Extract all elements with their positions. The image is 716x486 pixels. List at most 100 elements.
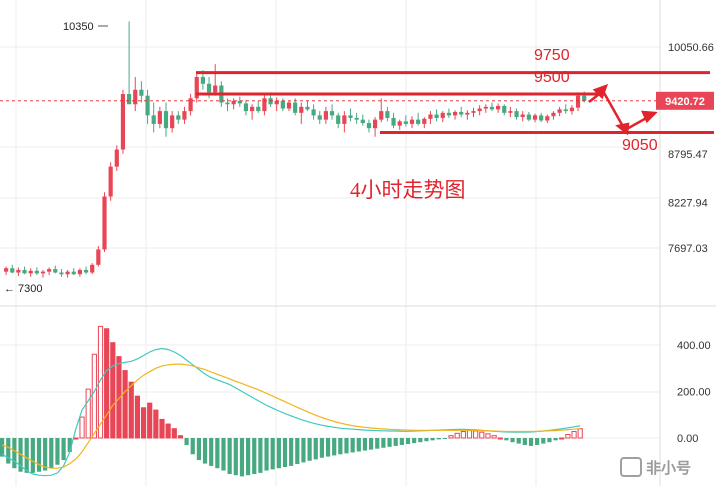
macd-bar [473, 430, 479, 439]
candle [336, 112, 341, 129]
candle [563, 104, 568, 114]
macd-bar [43, 438, 48, 471]
macd-bar [571, 430, 577, 439]
candle [90, 263, 95, 275]
macd-bar [528, 438, 534, 446]
candle [459, 106, 464, 118]
macd-bar [547, 438, 552, 443]
macd-bar [541, 438, 546, 444]
candle [489, 102, 495, 112]
macd-bar [338, 438, 343, 455]
candle [323, 106, 328, 124]
candle [213, 64, 218, 96]
watermark-text: 非小号 [646, 459, 691, 477]
macd-bar [215, 438, 220, 469]
high-label: 10350 [63, 21, 94, 33]
macd-bar [134, 395, 141, 439]
candle [551, 111, 556, 120]
candle [557, 106, 562, 117]
candle [471, 107, 476, 118]
candle [545, 114, 550, 124]
macd-bar [67, 438, 72, 452]
macd-bar [454, 432, 460, 439]
macd-bar [522, 438, 527, 445]
macd-bar [177, 435, 184, 439]
price-tick-label: 7697.03 [668, 243, 708, 255]
macd-bar [424, 438, 429, 442]
macd-bar [233, 438, 238, 476]
candle [317, 111, 322, 124]
candle [47, 267, 52, 276]
macd-bar [36, 438, 42, 472]
candle [416, 112, 421, 126]
macd-bar [30, 438, 35, 473]
candle [28, 268, 33, 277]
candle [96, 246, 101, 267]
candle [526, 111, 531, 122]
macd-bar [79, 416, 85, 439]
macd-bar [252, 438, 257, 475]
macd-bar [516, 438, 521, 444]
candle [231, 98, 236, 110]
macd-histogram [0, 325, 583, 477]
macd-bar [6, 438, 11, 464]
candle [59, 269, 64, 277]
candle [157, 106, 162, 129]
candle [366, 119, 372, 133]
candle [71, 268, 76, 276]
candle [508, 106, 513, 118]
macd-bar [122, 370, 128, 439]
candle [243, 100, 249, 116]
current-price-badge [656, 91, 714, 110]
macd-bar [381, 438, 386, 448]
price-tick-label: 10050.66 [668, 42, 714, 54]
macd-bar [436, 438, 441, 440]
horizontal-gridlines [0, 46, 660, 439]
macd-bar [313, 438, 318, 460]
candle [120, 89, 126, 154]
macd-bar [442, 438, 447, 439]
candle [10, 264, 15, 274]
macd-tick-label: 400.00 [677, 340, 711, 352]
macd-bar [276, 438, 281, 469]
macd-bar [301, 438, 306, 463]
candle [274, 97, 279, 112]
candle [194, 72, 199, 103]
macd-bar [375, 438, 380, 449]
candle [250, 104, 255, 120]
macd-bar [479, 431, 485, 439]
macd-bar [104, 328, 110, 439]
macd-bar [559, 437, 565, 440]
candle [299, 102, 304, 124]
macd-bar [209, 438, 214, 466]
candle [280, 98, 285, 112]
candle [139, 81, 144, 103]
macd-bar [356, 438, 361, 452]
macd-bar [196, 438, 201, 461]
candle [483, 104, 488, 113]
macd-bar [85, 388, 91, 439]
macd-bar [393, 438, 398, 446]
candle [305, 100, 310, 112]
candle [34, 267, 39, 276]
watermark-logo-icon [620, 457, 642, 477]
macd-bar [0, 438, 5, 457]
candle [4, 266, 9, 276]
candlesticks [4, 21, 587, 278]
candle [225, 98, 230, 112]
candle [440, 111, 445, 123]
candle [428, 111, 433, 124]
macd-bar [116, 356, 122, 439]
candle [496, 103, 501, 113]
candle [434, 109, 439, 122]
macd-bar [344, 438, 349, 454]
candle [539, 112, 544, 123]
price-tick-label: 8795.47 [668, 149, 708, 161]
macd-bar [227, 438, 232, 475]
macd-bar [412, 438, 417, 444]
macd-bar [140, 407, 147, 439]
macd-bar [460, 430, 466, 439]
candle [514, 108, 519, 120]
macd-tick-label: 200.00 [677, 387, 711, 399]
macd-bar [485, 433, 491, 439]
